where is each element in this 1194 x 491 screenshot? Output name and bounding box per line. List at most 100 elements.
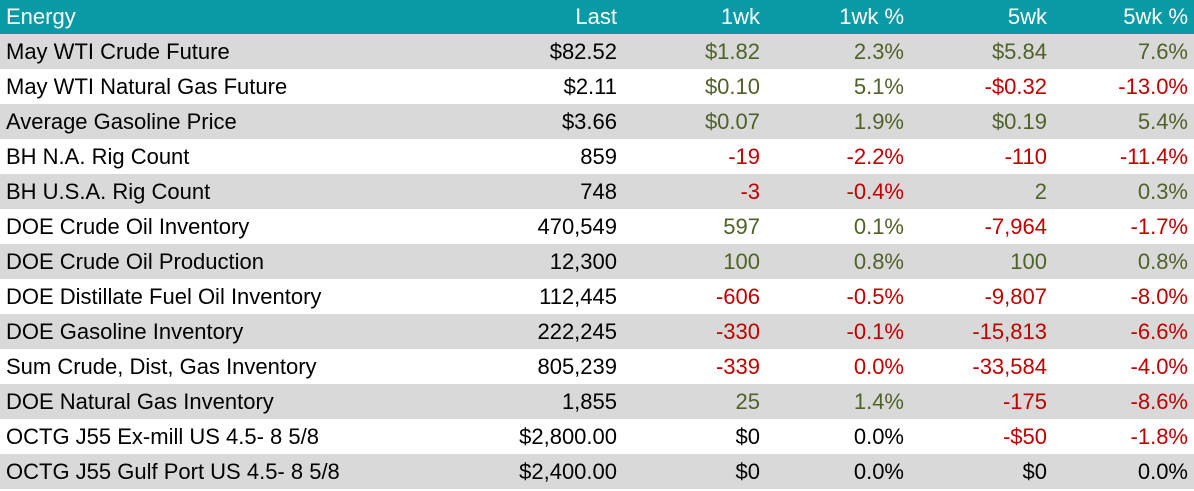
cell-1wk-pct: 0.8%	[853, 249, 904, 274]
cell-1wk: 597	[723, 214, 760, 239]
table-header-row: Energy Last 1wk 1wk % 5wk 5wk %	[0, 0, 1194, 34]
cell-5wk-pct: -8.0%	[1130, 284, 1188, 309]
cell-last: 470,549	[537, 214, 617, 239]
cell-1wk-pct: 0.0%	[853, 459, 904, 484]
cell-5wk-pct: -1.7%	[1130, 214, 1188, 239]
header-energy: Energy	[6, 4, 76, 29]
table-row: DOE Natural Gas Inventory 1,855 25 1.4% -175…	[0, 384, 1194, 419]
cell-1wk-pct: 0.0%	[853, 424, 904, 449]
table-row: May WTI Natural Gas Future $2.11 $0.10 5.1%…	[0, 69, 1194, 104]
header-5wk-pct: 5wk %	[1123, 4, 1188, 29]
cell-5wk: -9,807	[984, 284, 1047, 309]
cell-energy-name: OCTG J55 Gulf Port US 4.5- 8 5/8	[6, 459, 340, 484]
cell-1wk-pct: 1.4%	[853, 389, 904, 414]
cell-1wk: 100	[723, 249, 760, 274]
table-row: OCTG J55 Gulf Port US 4.5- 8 5/8 $2,400.0…	[0, 454, 1194, 489]
cell-1wk-pct: -0.4%	[846, 179, 904, 204]
cell-last: 1,855	[561, 389, 617, 414]
table-row: DOE Distillate Fuel Oil Inventory 112,445…	[0, 279, 1194, 314]
cell-5wk: -33,584	[972, 354, 1047, 379]
cell-energy-name: DOE Crude Oil Production	[6, 249, 264, 274]
cell-energy-name: DOE Gasoline Inventory	[6, 319, 244, 344]
cell-energy-name: Sum Crude, Dist, Gas Inventory	[6, 354, 317, 379]
cell-energy-name: May WTI Natural Gas Future	[6, 74, 288, 99]
cell-last: 748	[580, 179, 617, 204]
cell-5wk: $0.19	[991, 109, 1047, 134]
cell-last: 222,245	[537, 319, 617, 344]
header-last: Last	[575, 4, 617, 29]
table-row: Average Gasoline Price $3.66 $0.07 1.9% $0.1…	[0, 104, 1194, 139]
cell-5wk-pct: 0.8%	[1137, 249, 1188, 274]
cell-5wk: 100	[1010, 249, 1047, 274]
cell-energy-name: DOE Crude Oil Inventory	[6, 214, 250, 239]
cell-5wk-pct: -13.0%	[1118, 74, 1188, 99]
cell-energy-name: May WTI Crude Future	[6, 39, 230, 64]
cell-1wk-pct: 0.0%	[853, 354, 904, 379]
cell-5wk: -110	[1004, 144, 1047, 169]
cell-1wk: -330	[715, 319, 760, 344]
cell-5wk-pct: 5.4%	[1137, 109, 1188, 134]
cell-1wk: 25	[735, 389, 760, 414]
cell-5wk-pct: -8.6%	[1130, 389, 1188, 414]
cell-last: 112,445	[539, 284, 617, 309]
cell-5wk-pct: -1.8%	[1130, 424, 1188, 449]
table-row: DOE Crude Oil Inventory 470,549 597 0.1% -7,…	[0, 209, 1194, 244]
cell-last: $82.52	[549, 39, 617, 64]
table-row: OCTG J55 Ex-mill US 4.5- 8 5/8 $2,800.00 $…	[0, 419, 1194, 454]
cell-energy-name: BH U.S.A. Rig Count	[6, 179, 211, 204]
table-row: May WTI Crude Future $82.52 $1.82 2.3% $5.84…	[0, 34, 1194, 69]
cell-1wk: -3	[740, 179, 760, 204]
cell-1wk-pct: 2.3%	[853, 39, 904, 64]
cell-1wk: $0.07	[704, 109, 760, 134]
cell-5wk: $0	[1022, 459, 1047, 484]
cell-1wk: $0	[735, 459, 760, 484]
cell-energy-name: DOE Natural Gas Inventory	[6, 389, 274, 414]
cell-5wk: -175	[1002, 389, 1047, 414]
header-1wk-pct: 1wk %	[839, 4, 904, 29]
cell-last: 859	[580, 144, 617, 169]
table-row: Sum Crude, Dist, Gas Inventory 805,239 -33…	[0, 349, 1194, 384]
cell-5wk: -7,964	[984, 214, 1047, 239]
table-row: BH N.A. Rig Count 859 -19 -2.2% -110 -11.4%	[0, 139, 1194, 174]
cell-1wk-pct: 1.9%	[853, 109, 904, 134]
cell-last: 805,239	[537, 354, 617, 379]
cell-energy-name: Average Gasoline Price	[6, 109, 237, 134]
cell-5wk: -$50	[1002, 424, 1047, 449]
cell-5wk-pct: -11.4%	[1119, 144, 1188, 169]
cell-energy-name: OCTG J55 Ex-mill US 4.5- 8 5/8	[6, 424, 319, 449]
cell-5wk-pct: -6.6%	[1130, 319, 1188, 344]
cell-1wk: -339	[715, 354, 760, 379]
cell-1wk-pct: -0.5%	[846, 284, 904, 309]
cell-5wk-pct: 7.6%	[1137, 39, 1188, 64]
cell-energy-name: DOE Distillate Fuel Oil Inventory	[6, 284, 322, 309]
cell-5wk: $5.84	[991, 39, 1047, 64]
cell-5wk-pct: 0.3%	[1137, 179, 1188, 204]
cell-1wk: -19	[728, 144, 760, 169]
table-row: DOE Crude Oil Production 12,300 100 0.8% 100…	[0, 244, 1194, 279]
cell-last: $2,800.00	[519, 424, 617, 449]
cell-5wk-pct: 0.0%	[1137, 459, 1188, 484]
cell-1wk-pct: -2.2%	[846, 144, 904, 169]
table-row: BH U.S.A. Rig Count 748 -3 -0.4% 2 0.3%	[0, 174, 1194, 209]
table-row: DOE Gasoline Inventory 222,245 -330 -0.1% -1…	[0, 314, 1194, 349]
cell-5wk-pct: -4.0%	[1130, 354, 1188, 379]
cell-1wk: $0.10	[704, 74, 760, 99]
cell-1wk: $1.82	[704, 39, 760, 64]
cell-1wk-pct: 5.1%	[853, 74, 904, 99]
header-1wk: 1wk	[720, 4, 760, 29]
header-5wk: 5wk	[1007, 4, 1047, 29]
cell-last: 12,300	[549, 249, 617, 274]
cell-5wk: -15,813	[972, 319, 1047, 344]
cell-last: $3.66	[561, 109, 617, 134]
cell-energy-name: BH N.A. Rig Count	[6, 144, 190, 169]
cell-1wk: $0	[735, 424, 760, 449]
cell-1wk: -606	[715, 284, 760, 309]
cell-last: $2.11	[563, 74, 617, 99]
cell-5wk: 2	[1034, 179, 1047, 204]
cell-1wk-pct: 0.1%	[853, 214, 904, 239]
table-body: May WTI Crude Future $82.52 $1.82 2.3% $5.84…	[0, 34, 1194, 489]
cell-last: $2,400.00	[519, 459, 617, 484]
cell-1wk-pct: -0.1%	[846, 319, 904, 344]
cell-5wk: -$0.32	[984, 74, 1047, 99]
